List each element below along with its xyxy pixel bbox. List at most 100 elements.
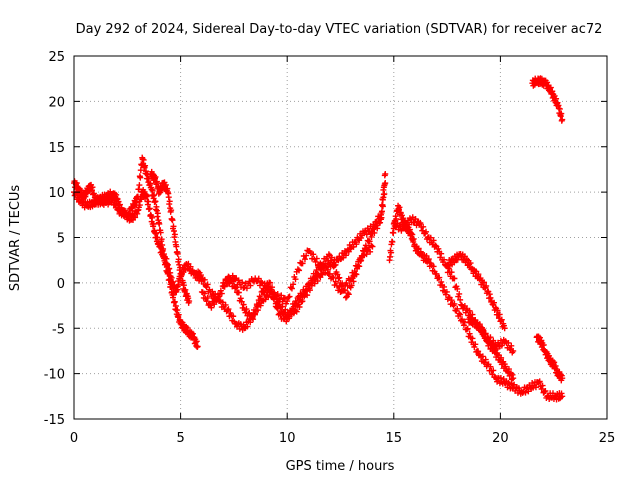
data-point bbox=[368, 233, 375, 240]
data-point bbox=[157, 229, 164, 236]
data-point bbox=[332, 278, 339, 285]
data-point bbox=[420, 223, 427, 230]
data-point bbox=[341, 287, 348, 294]
data-point bbox=[510, 347, 517, 354]
data-point bbox=[294, 266, 301, 273]
data-point bbox=[171, 298, 178, 305]
data-point bbox=[156, 220, 163, 227]
data-point bbox=[424, 257, 431, 264]
data-point bbox=[281, 294, 288, 301]
data-point bbox=[350, 272, 357, 279]
data-point bbox=[505, 366, 512, 373]
data-point bbox=[476, 321, 483, 328]
data-point bbox=[451, 275, 458, 282]
data-point bbox=[296, 304, 303, 311]
data-point bbox=[169, 217, 176, 224]
data-point bbox=[267, 279, 274, 286]
data-point bbox=[464, 325, 471, 332]
data-point bbox=[132, 214, 139, 221]
data-point bbox=[483, 282, 490, 289]
data-point bbox=[408, 230, 415, 237]
data-point bbox=[251, 311, 258, 318]
x-tick-label: 5 bbox=[176, 431, 184, 446]
y-tick-label: -15 bbox=[44, 413, 65, 428]
data-point bbox=[366, 238, 373, 245]
data-point bbox=[221, 282, 228, 289]
data-point bbox=[161, 251, 168, 258]
data-point bbox=[553, 95, 560, 102]
data-point bbox=[334, 271, 341, 278]
data-point bbox=[149, 214, 156, 221]
data-point bbox=[448, 269, 455, 276]
data-point bbox=[460, 322, 467, 329]
data-point bbox=[448, 297, 455, 304]
data-point bbox=[323, 264, 330, 271]
data-point bbox=[381, 190, 388, 197]
data-point bbox=[146, 205, 153, 212]
data-point bbox=[82, 193, 89, 200]
data-point bbox=[149, 187, 156, 194]
data-point bbox=[549, 88, 556, 95]
data-point bbox=[469, 335, 476, 342]
data-point bbox=[480, 327, 487, 334]
data-point bbox=[461, 302, 468, 309]
data-point bbox=[138, 196, 145, 203]
y-tick-label: -10 bbox=[44, 368, 65, 383]
data-point bbox=[371, 229, 378, 236]
data-point bbox=[522, 389, 529, 396]
data-point bbox=[157, 244, 164, 251]
x-tick-label: 15 bbox=[386, 431, 403, 446]
data-point bbox=[176, 261, 183, 268]
tick-labels: 0 5 10 15 20 25 -15 -10 -5 0 5 10 15 20 25 bbox=[44, 50, 616, 446]
data-point bbox=[490, 367, 497, 374]
data-point bbox=[467, 260, 474, 267]
data-point bbox=[396, 204, 403, 211]
data-point bbox=[232, 276, 239, 283]
data-point bbox=[265, 283, 272, 290]
data-point bbox=[153, 178, 160, 185]
data-point bbox=[558, 390, 565, 397]
data-point bbox=[490, 343, 497, 350]
data-point bbox=[312, 258, 319, 265]
y-tick-label: 20 bbox=[48, 95, 65, 110]
data-point bbox=[454, 305, 461, 312]
data-point bbox=[134, 210, 141, 217]
data-point bbox=[136, 202, 143, 209]
x-tick-label: 0 bbox=[70, 431, 78, 446]
data-point bbox=[328, 254, 335, 261]
data-point bbox=[274, 291, 281, 298]
data-point bbox=[204, 294, 211, 301]
data-point bbox=[510, 375, 517, 382]
data-point bbox=[299, 260, 306, 267]
data-point bbox=[175, 256, 182, 263]
data-point bbox=[165, 194, 172, 201]
data-point bbox=[175, 281, 182, 288]
data-point bbox=[487, 334, 494, 341]
data-point bbox=[559, 393, 566, 400]
data-point bbox=[379, 203, 386, 210]
y-tick-label: -5 bbox=[52, 322, 65, 337]
data-point bbox=[430, 263, 437, 270]
data-point bbox=[290, 281, 297, 288]
data-point bbox=[261, 280, 268, 287]
data-point bbox=[540, 341, 547, 348]
data-point bbox=[168, 207, 175, 214]
data-point bbox=[438, 278, 445, 285]
data-point bbox=[280, 296, 287, 303]
data-point bbox=[432, 242, 439, 249]
data-point bbox=[173, 243, 180, 250]
data-point bbox=[487, 294, 494, 301]
data-point bbox=[208, 304, 215, 311]
data-point bbox=[345, 291, 352, 298]
data-point bbox=[184, 325, 191, 332]
data-point bbox=[417, 219, 424, 226]
data-point bbox=[353, 241, 360, 248]
data-point bbox=[369, 243, 376, 250]
data-point bbox=[186, 298, 193, 305]
data-point bbox=[410, 235, 417, 242]
data-point bbox=[232, 285, 239, 292]
data-point bbox=[258, 279, 265, 286]
data-point bbox=[137, 174, 144, 181]
data-point bbox=[345, 248, 352, 255]
